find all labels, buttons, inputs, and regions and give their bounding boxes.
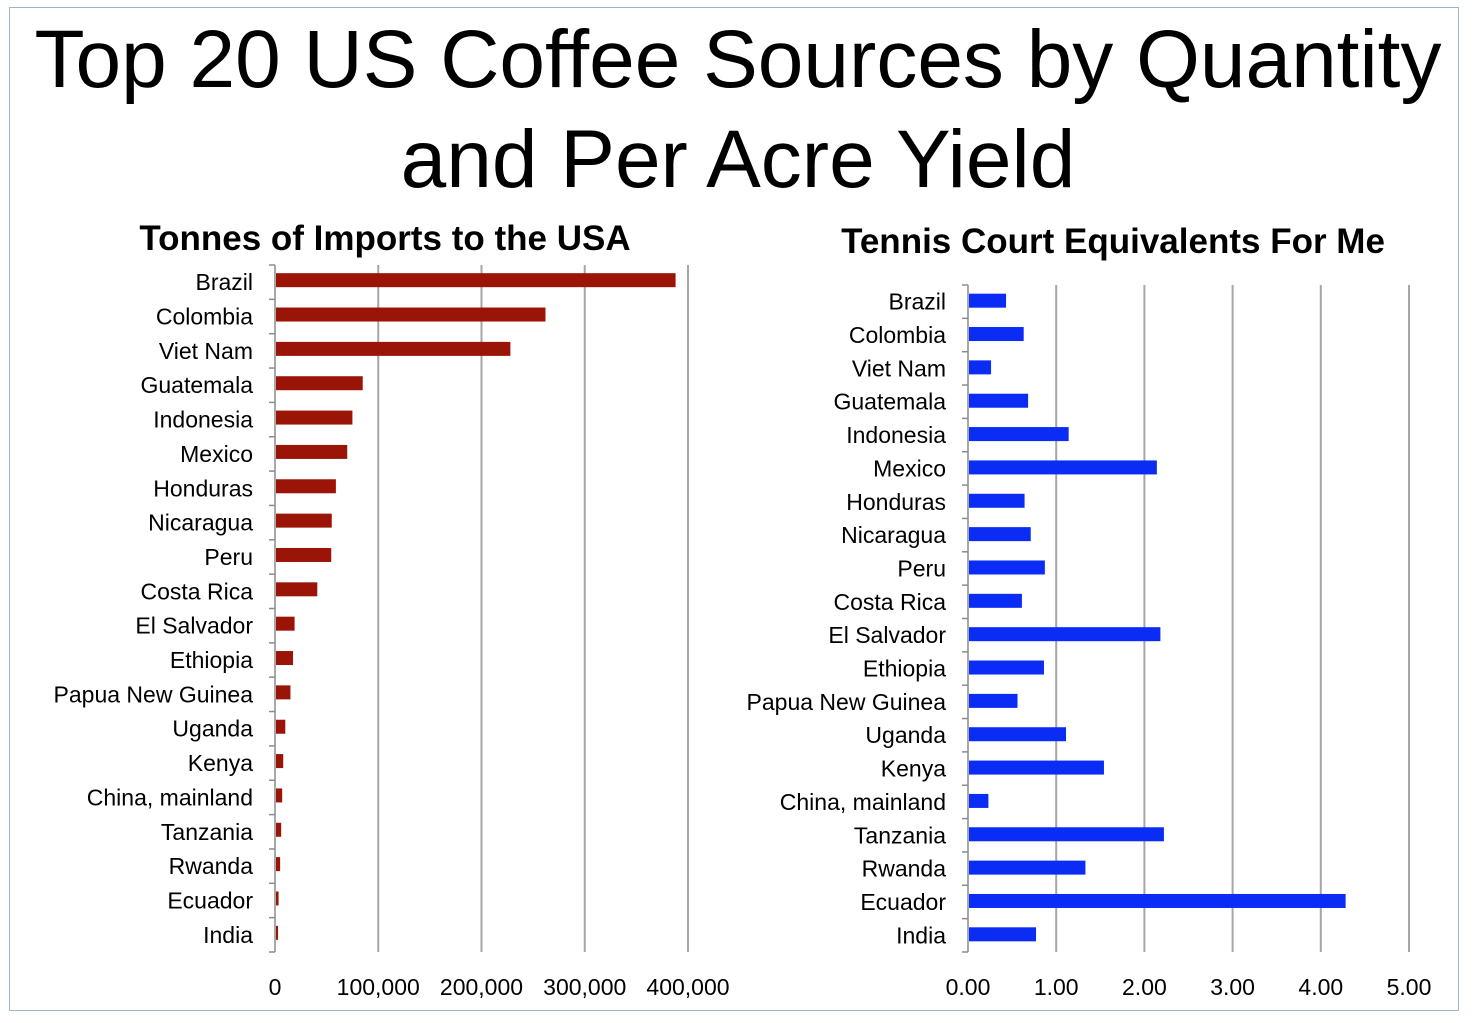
imports-tick-label: 100,000 <box>337 974 420 1000</box>
imports-category-label: Costa Rica <box>141 578 254 604</box>
tennis-category-label: Ecuador <box>860 889 946 915</box>
imports-bar <box>276 444 348 459</box>
imports-category-label: Indonesia <box>153 407 253 433</box>
imports-bar <box>276 547 332 562</box>
tennis-category-label: Mexico <box>873 455 946 481</box>
tennis-tick-label: 3.00 <box>1210 974 1255 1000</box>
imports-bar <box>276 891 279 906</box>
page-title-line-1: Top 20 US Coffee Sources by Quantity <box>34 14 1442 105</box>
tennis-category-label: Honduras <box>846 489 946 515</box>
slide-frame <box>9 7 1459 1011</box>
imports-bar <box>276 341 511 356</box>
imports-bar <box>276 410 353 425</box>
tennis-category-label: Indonesia <box>846 422 946 448</box>
imports-bar <box>276 376 363 391</box>
imports-bar <box>276 788 283 803</box>
tennis-bar <box>969 827 1164 842</box>
tennis-bar <box>969 327 1024 342</box>
tennis-bar <box>969 527 1031 542</box>
tennis-bar <box>969 560 1045 575</box>
tennis-bar <box>969 693 1018 708</box>
tennis-bar <box>969 427 1069 442</box>
imports-category-label: Kenya <box>188 750 253 776</box>
imports-category-label: Ecuador <box>167 887 253 913</box>
tennis-tick-label: 1.00 <box>1034 974 1079 1000</box>
tennis-bar <box>969 627 1161 642</box>
tennis-category-label: Viet Nam <box>852 355 946 381</box>
tennis-category-label: India <box>896 922 946 948</box>
imports-bar <box>276 582 318 597</box>
imports-tick-label: 400,000 <box>646 974 729 1000</box>
imports-bar <box>276 719 286 734</box>
tennis-bar <box>969 293 1007 308</box>
imports-bar <box>276 857 281 872</box>
imports-tick-label: 200,000 <box>440 974 523 1000</box>
tennis-category-label: Rwanda <box>862 856 947 882</box>
imports-tick-label: 0 <box>269 974 282 1000</box>
imports-bar <box>276 651 294 666</box>
tennis-category-label: China, mainland <box>780 789 946 815</box>
tennis-bar <box>969 760 1104 775</box>
tennis-category-label: El Salvador <box>828 622 946 648</box>
imports-bar <box>276 479 336 494</box>
tennis-bar <box>969 660 1044 675</box>
imports-category-label: Brazil <box>195 269 253 295</box>
tennis-category-label: Peru <box>897 555 946 581</box>
tennis-category-label: Tanzania <box>854 822 946 848</box>
tennis-category-label: Ethiopia <box>863 656 946 682</box>
tennis-bar <box>969 860 1086 875</box>
page-title: Top 20 US Coffee Sources by Quantity and… <box>0 10 1476 210</box>
tennis-tick-label: 2.00 <box>1122 974 1167 1000</box>
imports-category-label: Rwanda <box>169 853 254 879</box>
tennis-bar <box>969 893 1346 908</box>
tennis-bar <box>969 360 992 375</box>
tennis-bar <box>969 593 1022 608</box>
tennis-tick-label: 4.00 <box>1298 974 1343 1000</box>
imports-category-label: China, mainland <box>87 784 253 810</box>
imports-category-label: Nicaragua <box>148 510 253 536</box>
tennis-bar <box>969 927 1037 942</box>
tennis-category-label: Nicaragua <box>841 522 946 548</box>
tennis-category-label: Papua New Guinea <box>747 689 947 715</box>
tennis-bar <box>969 393 1029 408</box>
tennis-category-label: Kenya <box>881 756 946 782</box>
imports-category-label: Guatemala <box>140 372 253 398</box>
imports-category-label: Ethiopia <box>170 647 253 673</box>
imports-category-label: Honduras <box>153 475 253 501</box>
imports-category-label: El Salvador <box>135 613 253 639</box>
imports-category-label: Tanzania <box>161 819 253 845</box>
tennis-category-label: Colombia <box>849 322 946 348</box>
tennis-category-label: Guatemala <box>833 389 946 415</box>
imports-category-label: Uganda <box>172 716 253 742</box>
tennis-bar <box>969 493 1025 508</box>
tennis-tick-label: 5.00 <box>1387 974 1432 1000</box>
tennis-tick-label: 0.00 <box>946 974 991 1000</box>
imports-category-label: Mexico <box>180 441 253 467</box>
imports-category-label: Viet Nam <box>159 338 253 364</box>
tennis-category-label: Brazil <box>888 289 946 315</box>
imports-chart-title: Tonnes of Imports to the USA <box>139 219 630 258</box>
tennis-category-label: Uganda <box>865 722 946 748</box>
imports-bar <box>276 616 295 631</box>
imports-category-label: India <box>203 922 253 948</box>
imports-category-label: Peru <box>204 544 253 570</box>
tennis-category-label: Costa Rica <box>834 589 947 615</box>
imports-bar <box>276 513 332 528</box>
imports-bar <box>276 754 284 769</box>
imports-category-label: Colombia <box>156 304 253 330</box>
imports-bar <box>276 822 282 837</box>
tennis-chart-title: Tennis Court Equivalents For Me <box>841 222 1385 261</box>
tennis-bar <box>969 727 1067 742</box>
page-title-line-2: and Per Acre Yield <box>400 114 1076 205</box>
tennis-bar <box>969 460 1157 475</box>
imports-category-label: Papua New Guinea <box>54 681 254 707</box>
imports-bar <box>276 925 279 940</box>
imports-bar <box>276 273 676 288</box>
imports-tick-label: 300,000 <box>543 974 626 1000</box>
tennis-bar <box>969 793 989 808</box>
imports-bar <box>276 307 546 322</box>
imports-bar <box>276 685 291 700</box>
